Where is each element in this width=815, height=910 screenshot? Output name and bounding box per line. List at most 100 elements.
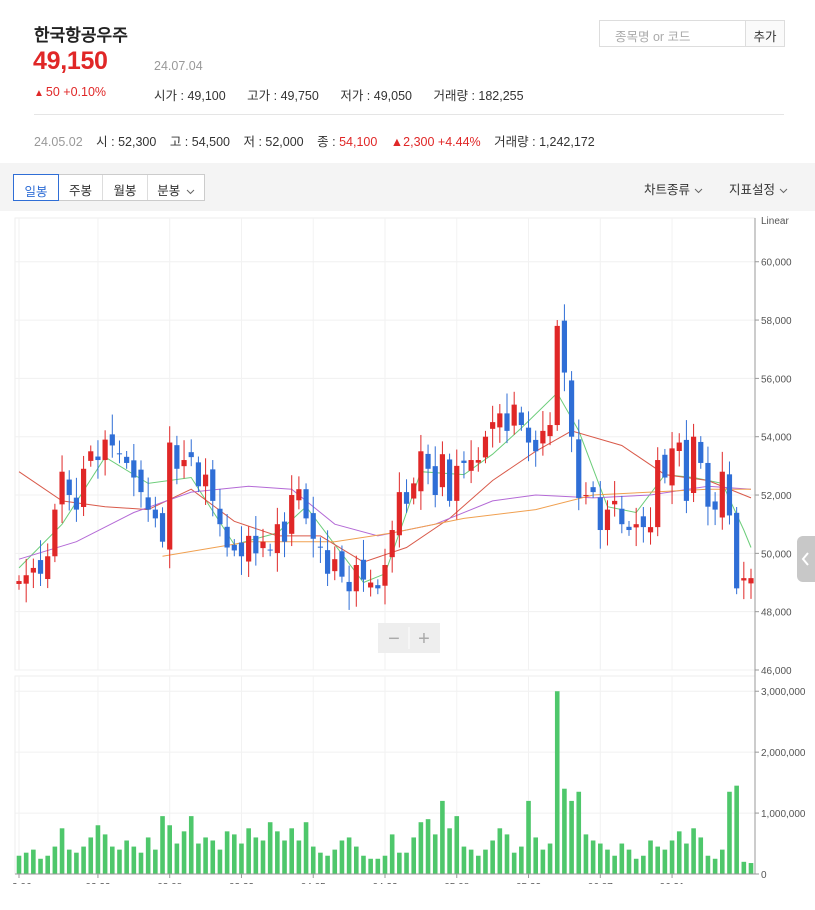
candle-body [411,483,417,499]
candlesticks [16,304,754,610]
candle-body [23,575,29,584]
candle-body [80,468,87,507]
candle-body [95,456,101,461]
volume-bar [375,858,381,874]
tab-daily[interactable]: 일봉 [13,174,59,201]
volume-label: 거래량 [433,89,468,103]
current-price: 49,150 [33,47,108,75]
chart-axes: 60,000 58,000 56,000 54,000 52,000 50,000 48,0… [6,216,805,893]
price-tick-label: 54,000 [761,433,792,444]
candle-body [612,500,618,505]
volume-bar [368,858,373,874]
candle-body [188,452,194,458]
candle-body [418,451,424,492]
candle-body [504,413,510,431]
period-tabs: 일봉 주봉 월봉 분봉 [13,174,205,201]
volume-bar [741,861,747,874]
volume-bar [483,849,488,874]
hover-close: 54,100 [339,135,378,149]
volume-bar [332,849,338,874]
volume-bar [648,840,653,874]
volume-bar [325,855,330,874]
candle-body [131,460,137,478]
chevron-left-icon [801,552,809,566]
candle-body [705,462,711,507]
volume-bar [619,843,625,874]
volume-bar [411,837,417,874]
volume-bar [153,849,158,874]
hover-close-label: 종 [317,135,329,149]
stock-name: 한국항공우주 [34,26,128,45]
tab-weekly[interactable]: 주봉 [59,175,103,200]
chart-canvas[interactable]: 60,000 58,000 56,000 54,000 52,000 50,000 48,0… [6,214,813,893]
candle-body [626,526,632,531]
candle-body [396,492,402,536]
volume-bar [181,831,187,874]
volume-bar [691,828,696,874]
volume-bar [253,837,259,874]
candle-body [167,442,173,550]
candle-body [525,427,532,443]
price-tick-label: 52,000 [761,491,792,502]
volume-bar [296,840,302,874]
tab-monthly[interactable]: 월봉 [103,175,148,200]
candle-body [217,508,223,525]
stock-chart[interactable]: 60,000 58,000 56,000 54,000 52,000 50,000 48,0… [6,214,813,893]
zoom-out-button[interactable]: − [388,628,400,650]
candle-body [676,442,682,451]
volume-bar [590,840,596,874]
volume-bar [404,852,409,874]
candle-body [238,542,245,557]
volume-bar [662,849,668,874]
candle-body [274,524,280,554]
candle-body [353,565,359,592]
volume-bar [188,816,194,874]
candle-body [210,469,216,501]
add-button[interactable]: 추가 [745,20,785,47]
tab-minute[interactable]: 분봉 [148,175,204,200]
hover-low-label: 저 [243,135,255,149]
candle-body [73,497,80,510]
chart-type-dropdown[interactable]: 차트종류 [644,179,703,198]
volume-bar [504,834,510,874]
price-date: 24.07.04 [154,59,203,73]
volume-bar [81,846,86,874]
volume-tick-label: 0 [761,870,767,881]
chart-type-label: 차트종류 [644,183,691,197]
candle-body [461,460,467,463]
candle-body [66,479,72,496]
candle-body [382,565,388,586]
candle-body [640,516,646,528]
hover-date: 24.05.02 [34,135,83,149]
candle-body [246,535,252,562]
volume-bar [490,840,495,874]
volume-bar [497,828,503,874]
candle-body [425,453,431,469]
candle-body [360,559,367,580]
volume-bar [131,846,137,874]
candle-body [604,509,611,531]
candle-body [346,581,352,592]
chevron-down-icon [779,188,787,193]
zoom-in-button[interactable]: + [418,628,430,650]
candle-body [511,404,517,426]
candle-body [633,524,639,528]
zoom-control[interactable]: − + [378,623,440,653]
price-tick-label: 50,000 [761,549,792,560]
candle-body [109,434,115,446]
low-value: 49,050 [373,89,412,103]
volume-bar [562,788,567,874]
open-value: 49,100 [187,89,226,103]
indicator-settings-dropdown[interactable]: 지표설정 [729,179,788,198]
volume-bar [203,837,208,874]
candle-body [116,453,123,455]
volume-bar [353,846,359,874]
volume-bar [282,840,287,874]
ma-line-ma60 [18,485,752,560]
candle-body [439,454,446,488]
side-panel-handle[interactable] [797,536,815,582]
stock-search-input[interactable]: 종목명 or 코드 [599,20,746,47]
candle-body [568,380,575,437]
candle-body [37,560,44,574]
volume-bar [246,828,251,874]
